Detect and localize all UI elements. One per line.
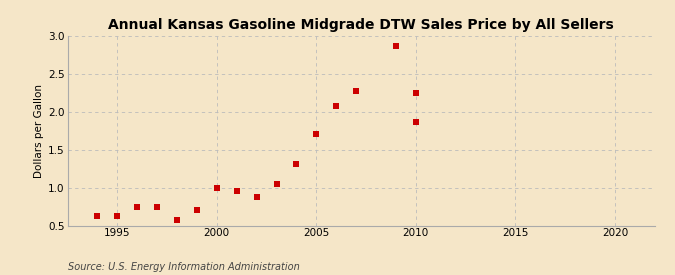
- Point: [351, 89, 362, 93]
- Point: [171, 218, 182, 222]
- Point: [92, 213, 103, 218]
- Point: [331, 104, 342, 109]
- Point: [271, 182, 282, 186]
- Point: [311, 132, 322, 137]
- Y-axis label: Dollars per Gallon: Dollars per Gallon: [34, 84, 44, 178]
- Point: [391, 44, 402, 49]
- Title: Annual Kansas Gasoline Midgrade DTW Sales Price by All Sellers: Annual Kansas Gasoline Midgrade DTW Sale…: [108, 18, 614, 32]
- Text: Source: U.S. Energy Information Administration: Source: U.S. Energy Information Administ…: [68, 262, 299, 272]
- Point: [192, 208, 202, 213]
- Point: [410, 120, 421, 125]
- Point: [232, 188, 242, 193]
- Point: [251, 195, 262, 200]
- Point: [211, 185, 222, 190]
- Point: [132, 204, 142, 209]
- Point: [410, 91, 421, 96]
- Point: [152, 205, 163, 210]
- Point: [291, 162, 302, 166]
- Point: [112, 213, 123, 218]
